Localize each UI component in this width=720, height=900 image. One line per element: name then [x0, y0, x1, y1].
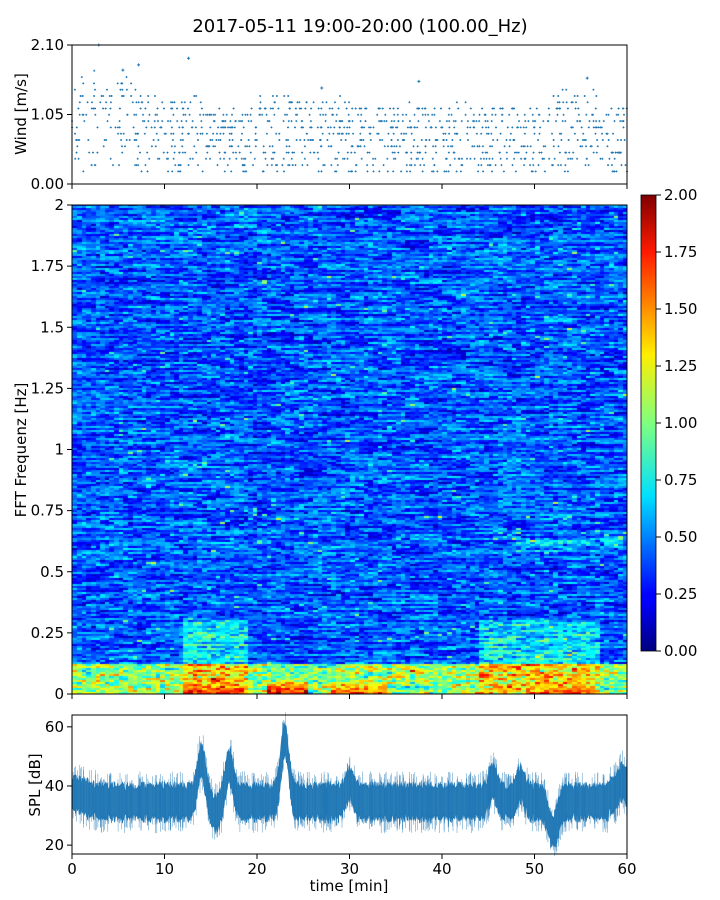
colorbar-tick-label: 1.25	[664, 357, 697, 375]
wind-peak-point	[585, 76, 589, 80]
spectrogram-heatmap	[72, 205, 627, 694]
colorbar-tick-label: 2.00	[664, 186, 697, 204]
y-tick-label: 0.75	[31, 502, 64, 520]
y-tick-label: 0.00	[31, 175, 64, 193]
colorbar-tick-label: 1.75	[664, 243, 697, 261]
y-tick-label: 0.25	[31, 624, 64, 642]
y-tick-label: 0.5	[40, 563, 64, 581]
wind-peak-point	[137, 63, 141, 67]
x-tick-label: 30	[340, 860, 359, 878]
wind-peak-point	[121, 68, 125, 72]
wind-peak-point	[417, 79, 421, 83]
y-tick-label: 2	[54, 196, 64, 214]
y-tick-label: 2.10	[31, 36, 64, 54]
spl-panel: 20 40 60 0 10 20 30 40 50 60 SPL [dB] time [min]	[26, 712, 637, 895]
x-axis-label: time [min]	[310, 877, 389, 895]
wind-x-ticks	[71, 184, 628, 189]
x-tick-label: 60	[617, 860, 636, 878]
colorbar-tick-label: 1.50	[664, 300, 697, 318]
colorbar-ticks: 0.00 0.25 0.50 0.75 1.00 1.25 1.50 1.75 2.00	[656, 186, 697, 660]
spectrogram-panel: 0 0.25 0.5 0.75 1 1.25 1.5 1.75 2 FFT Frequenz […	[12, 196, 628, 703]
wind-panel: 0.00 1.05 2.10 Wind [m/s]	[12, 36, 628, 193]
spectrogram-x-ticks	[71, 694, 628, 699]
spl-x-ticks: 0 10 20 30 40 50 60	[67, 854, 637, 878]
x-tick-label: 50	[525, 860, 544, 878]
y-tick-label: 20	[45, 836, 64, 854]
x-tick-label: 20	[247, 860, 266, 878]
colorbar-tick-label: 0.50	[664, 528, 697, 546]
spectrogram-image-holder	[72, 205, 627, 694]
colorbar-tick-label: 0.00	[664, 642, 697, 660]
wind-y-ticks: 0.00 1.05 2.10	[31, 36, 72, 193]
y-tick-label: 1.25	[31, 379, 64, 397]
spectrogram-y-ticks: 0 0.25 0.5 0.75 1 1.25 1.5 1.75 2	[31, 196, 72, 703]
wind-point-cloud	[71, 69, 628, 173]
y-tick-label: 40	[45, 777, 64, 795]
colorbar-tick-label: 1.00	[664, 414, 697, 432]
colorbar: 0.00 0.25 0.50 0.75 1.00 1.25 1.50 1.75 2.00	[640, 186, 697, 660]
y-tick-label: 1.75	[31, 257, 64, 275]
colorbar-gradient	[640, 194, 657, 652]
y-tick-label: 0	[54, 685, 64, 703]
spl-waveform	[71, 712, 628, 857]
spl-spikes	[72, 712, 628, 857]
y-tick-label: 1.5	[40, 318, 64, 336]
spl-y-ticks: 20 40 60	[45, 718, 72, 854]
wind-peak-point	[320, 86, 324, 90]
wind-peak-point	[187, 56, 191, 60]
wind-scatter-points	[71, 43, 628, 173]
x-tick-label: 40	[432, 860, 451, 878]
colorbar-tick-label: 0.75	[664, 471, 697, 489]
spl-y-axis-label: SPL [dB]	[26, 753, 44, 816]
x-tick-label: 0	[67, 860, 77, 878]
y-tick-label: 1.05	[31, 106, 64, 124]
spectrogram-y-axis-label: FFT Frequenz [Hz]	[12, 383, 30, 518]
colorbar-tick-label: 0.25	[664, 585, 697, 603]
y-tick-label: 60	[45, 718, 64, 736]
figure-title: 2017-05-11 19:00-20:00 (100.00_Hz)	[192, 16, 527, 37]
x-tick-label: 10	[155, 860, 174, 878]
y-tick-label: 1	[54, 441, 64, 459]
wind-y-axis-label: Wind [m/s]	[12, 73, 30, 155]
